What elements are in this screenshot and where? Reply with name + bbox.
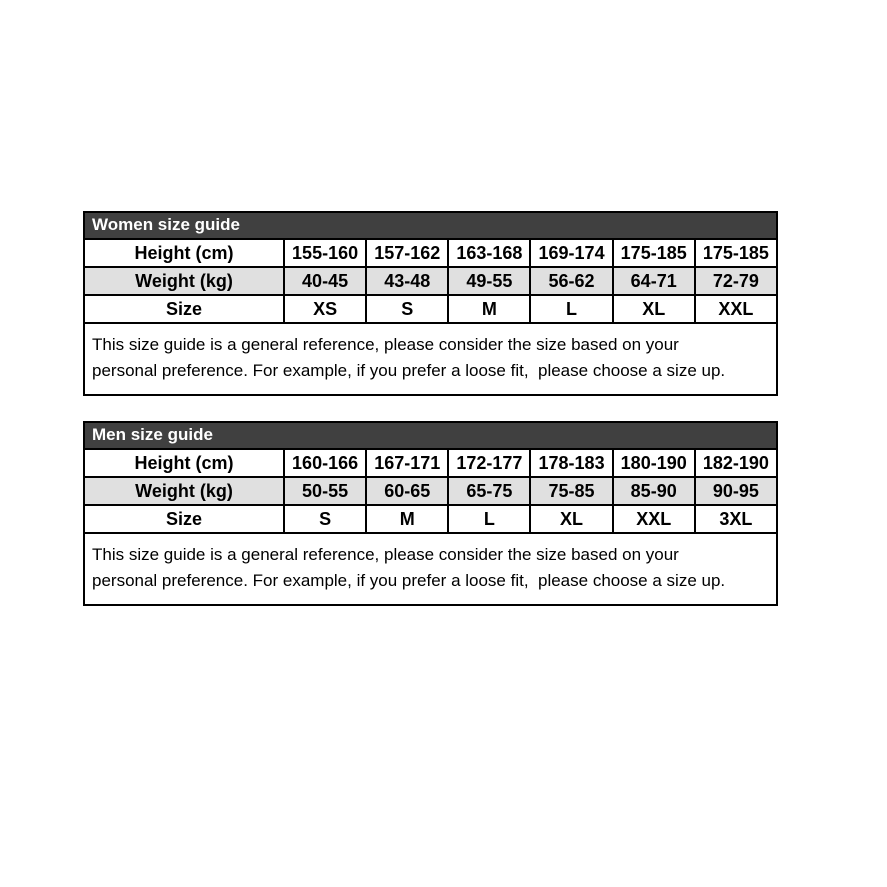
table-row-size: Size XS S M L XL XXL (83, 294, 779, 324)
height-cell: 167-171 (365, 448, 450, 478)
size-cell: S (365, 294, 450, 324)
row-label-height: Height (cm) (83, 448, 285, 478)
height-cell: 172-177 (447, 448, 532, 478)
weight-cell: 72-79 (693, 266, 779, 296)
table-row-weight: Weight (kg) 50-55 60-65 65-75 75-85 85-9… (83, 476, 779, 506)
row-label-height: Height (cm) (83, 238, 285, 268)
table-row-weight: Weight (kg) 40-45 43-48 49-55 56-62 64-7… (83, 266, 779, 296)
table-note-row: This size guide is a general reference, … (83, 322, 778, 396)
size-cell: XL (529, 504, 614, 534)
weight-cell: 65-75 (447, 476, 532, 506)
table-title: Women size guide (83, 211, 778, 240)
weight-cell: 49-55 (447, 266, 532, 296)
height-cell: 182-190 (693, 448, 779, 478)
row-label-weight: Weight (kg) (83, 476, 285, 506)
row-label-size: Size (83, 294, 285, 324)
note-line-2: personal preference. For example, if you… (92, 571, 726, 590)
row-label-weight: Weight (kg) (83, 266, 285, 296)
height-cell: 169-174 (529, 238, 614, 268)
weight-cell: 64-71 (611, 266, 696, 296)
size-guides-container: Women size guide Height (cm) 155-160 157… (83, 211, 779, 606)
note-line-1: This size guide is a general reference, … (92, 335, 679, 354)
weight-cell: 85-90 (611, 476, 696, 506)
weight-cell: 40-45 (282, 266, 368, 296)
height-cell: 160-166 (282, 448, 368, 478)
table-title: Men size guide (83, 421, 778, 450)
weight-cell: 60-65 (365, 476, 450, 506)
height-cell: 163-168 (447, 238, 532, 268)
men-size-guide-table: Men size guide Height (cm) 160-166 167-1… (83, 421, 779, 606)
table-title-row: Men size guide (83, 421, 778, 450)
height-cell: 175-185 (611, 238, 696, 268)
size-cell: 3XL (693, 504, 779, 534)
size-cell: S (282, 504, 368, 534)
height-cell: 155-160 (282, 238, 368, 268)
size-cell: L (529, 294, 614, 324)
table-row-height: Height (cm) 155-160 157-162 163-168 169-… (83, 238, 779, 268)
height-cell: 157-162 (365, 238, 450, 268)
note-line-1: This size guide is a general reference, … (92, 545, 679, 564)
table-row-height: Height (cm) 160-166 167-171 172-177 178-… (83, 448, 779, 478)
height-cell: 178-183 (529, 448, 614, 478)
size-cell: M (365, 504, 450, 534)
women-size-guide-table: Women size guide Height (cm) 155-160 157… (83, 211, 779, 396)
weight-cell: 43-48 (365, 266, 450, 296)
weight-cell: 90-95 (693, 476, 779, 506)
size-cell: XXL (693, 294, 779, 324)
size-cell: XS (282, 294, 368, 324)
size-cell: L (447, 504, 532, 534)
height-cell: 175-185 (693, 238, 779, 268)
row-label-size: Size (83, 504, 285, 534)
size-cell: XXL (611, 504, 696, 534)
weight-cell: 75-85 (529, 476, 614, 506)
note-text: This size guide is a general reference, … (83, 322, 778, 396)
table-title-row: Women size guide (83, 211, 778, 240)
weight-cell: 50-55 (282, 476, 368, 506)
size-cell: M (447, 294, 532, 324)
table-note-row: This size guide is a general reference, … (83, 532, 778, 606)
note-text: This size guide is a general reference, … (83, 532, 778, 606)
size-cell: XL (611, 294, 696, 324)
height-cell: 180-190 (611, 448, 696, 478)
table-row-size: Size S M L XL XXL 3XL (83, 504, 779, 534)
note-line-2: personal preference. For example, if you… (92, 361, 726, 380)
weight-cell: 56-62 (529, 266, 614, 296)
